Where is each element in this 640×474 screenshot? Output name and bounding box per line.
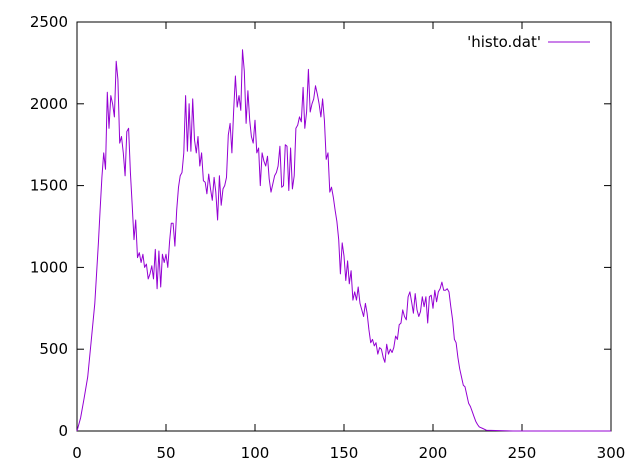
plot-frame [76, 21, 612, 432]
x-tick-label: 100 [241, 444, 270, 462]
series-group [76, 49, 611, 432]
y-tick-label: 2000 [30, 95, 68, 113]
y-tick-label: 1000 [30, 258, 68, 276]
axis-ticks [76, 21, 612, 432]
x-tick-label: 300 [597, 444, 626, 462]
x-tick-label: 0 [72, 444, 82, 462]
y-tick-label: 0 [58, 422, 68, 440]
x-tick-label: 200 [419, 444, 448, 462]
x-tick-label: 50 [156, 444, 175, 462]
x-tick-label: 150 [330, 444, 359, 462]
axis-tick-labels: 0 50 100 150 200 250 300 0 500 1000 1500 2000 2500 [30, 13, 626, 462]
legend: 'histo.dat' [467, 33, 590, 51]
legend-label: 'histo.dat' [467, 33, 541, 51]
y-tick-label: 1500 [30, 177, 68, 195]
series-line [76, 49, 611, 432]
y-tick-label: 500 [39, 340, 68, 358]
x-tick-label: 250 [508, 444, 537, 462]
y-tick-label: 2500 [30, 13, 68, 31]
